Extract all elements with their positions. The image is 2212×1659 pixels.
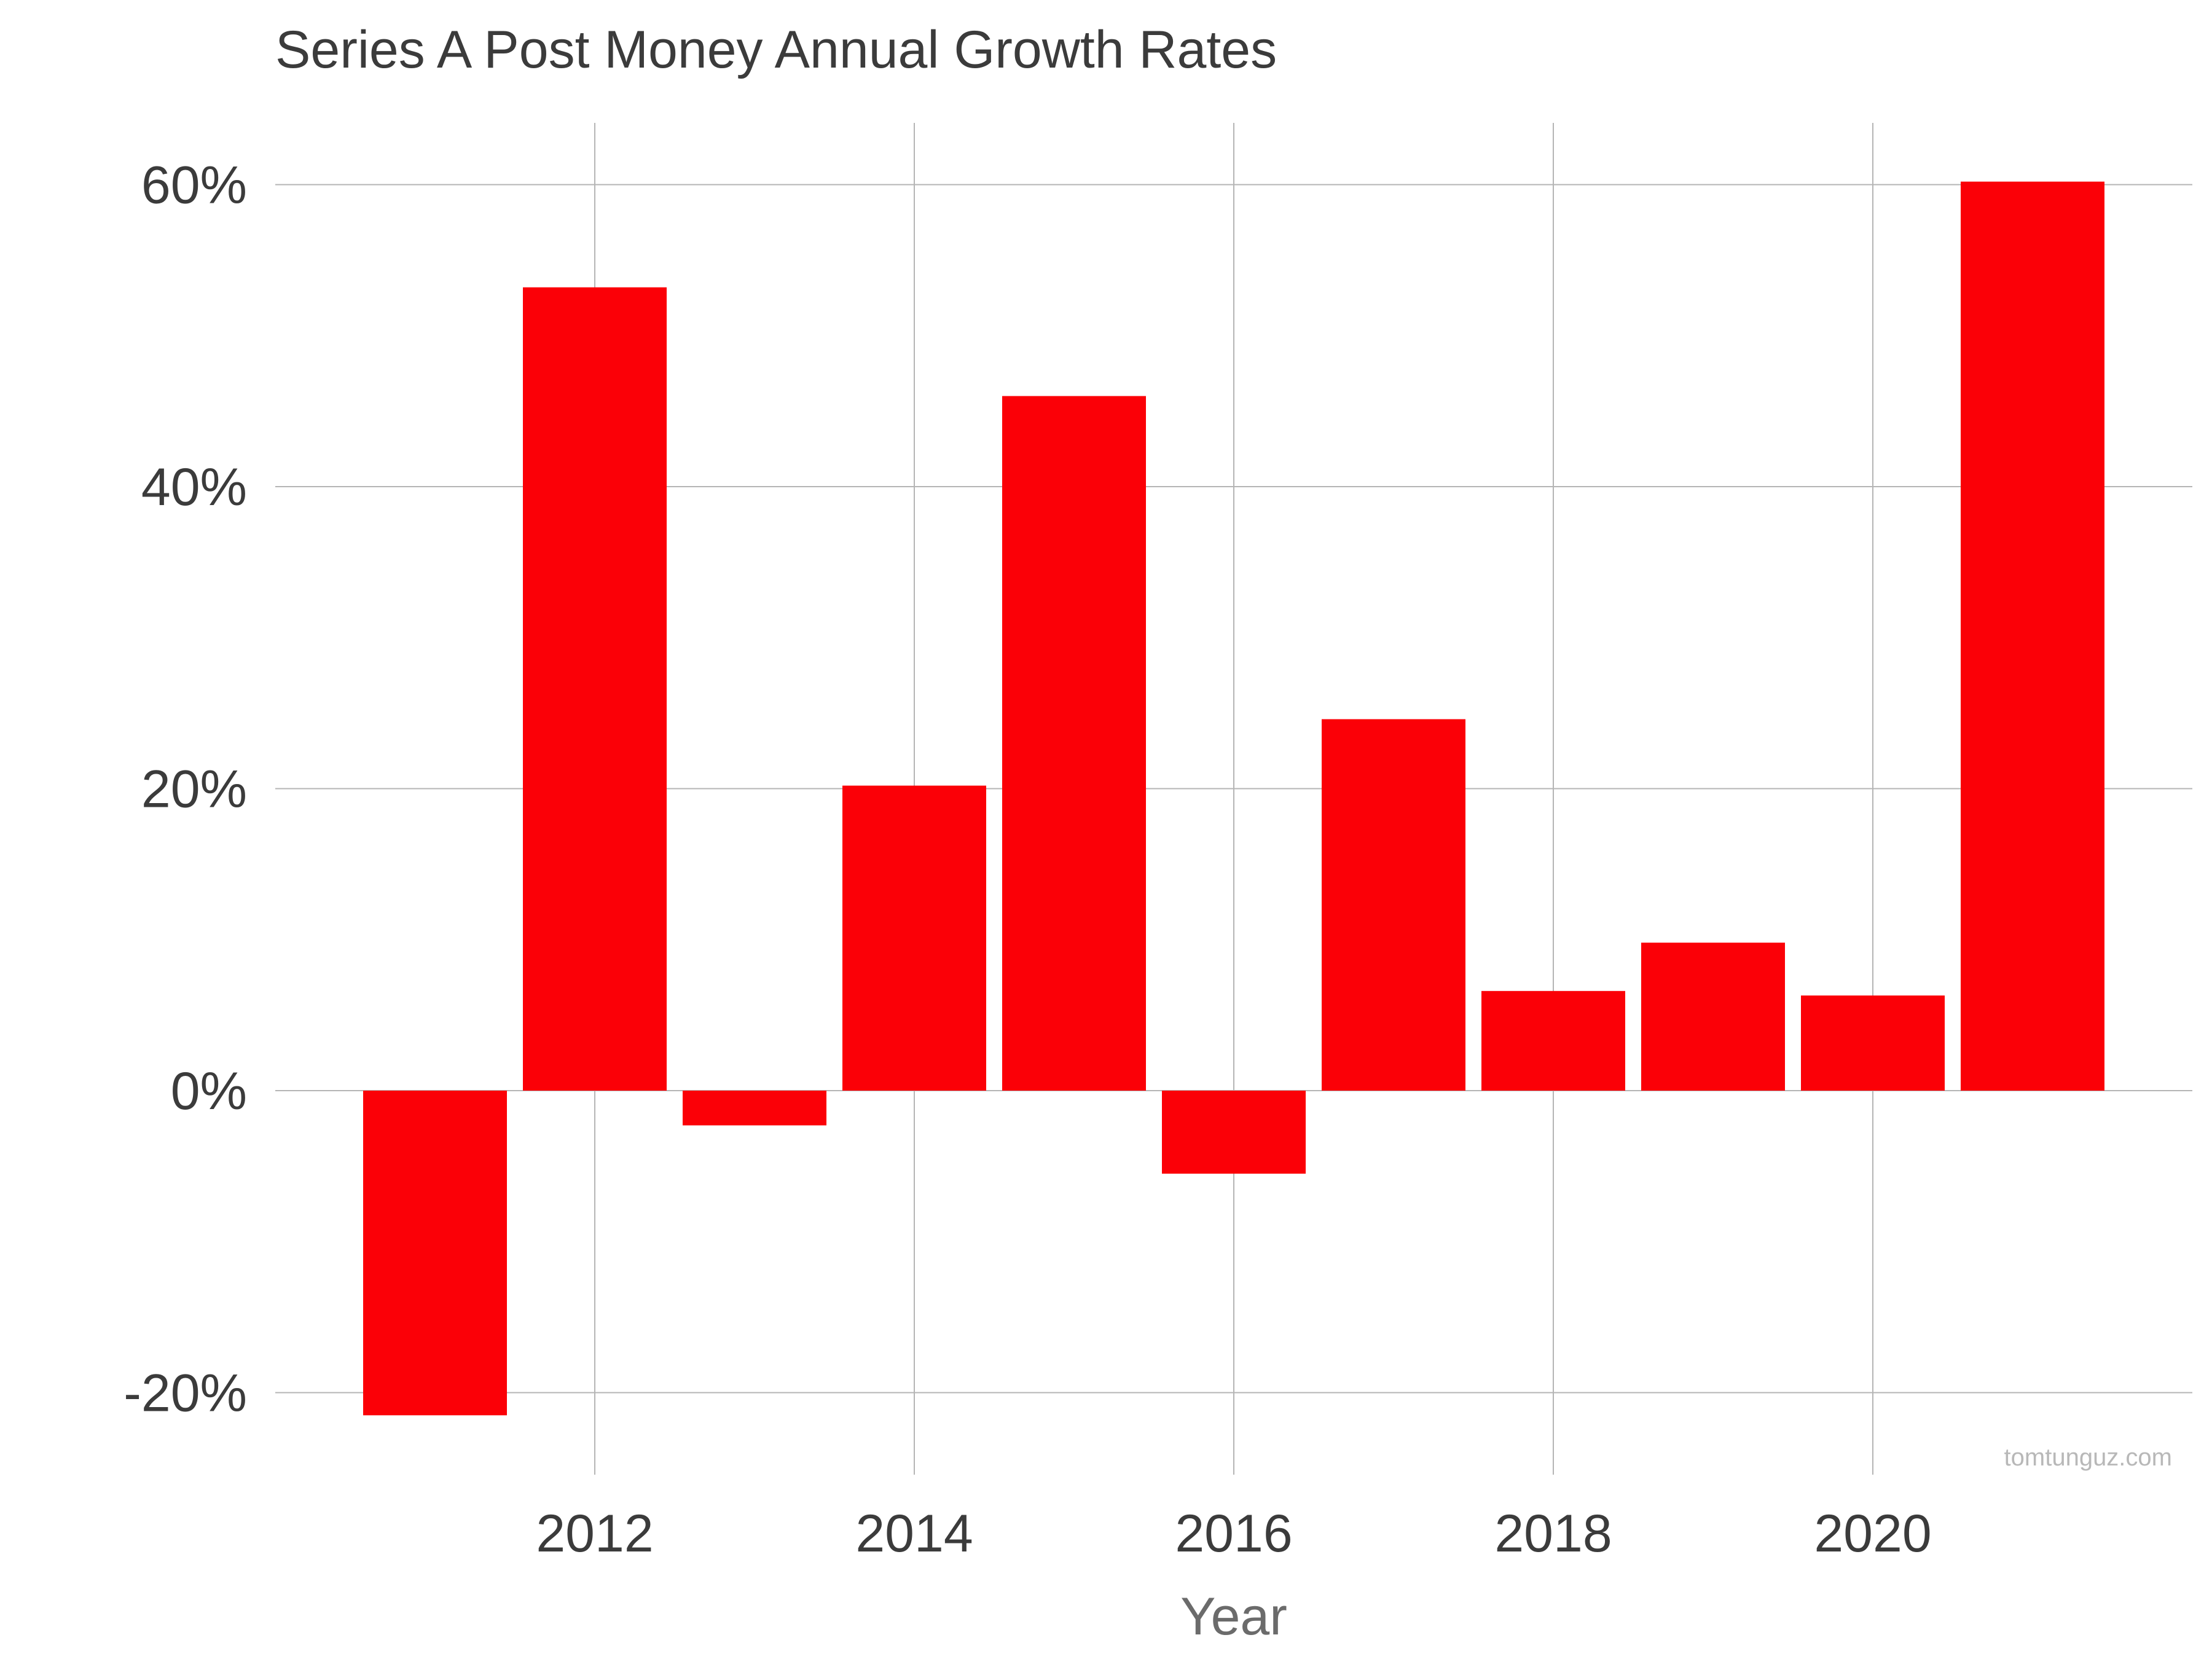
- bar-2013: [683, 1091, 826, 1126]
- bar-2020: [1801, 995, 1945, 1091]
- bar-2017: [1322, 719, 1465, 1091]
- bars: [363, 181, 2104, 1416]
- bar-2016: [1162, 1091, 1306, 1174]
- y-axis-ticks: -20% 0% 20% 40% 60%: [124, 156, 247, 1423]
- x-tick-label: 2016: [1175, 1504, 1292, 1563]
- bar-2019: [1641, 943, 1785, 1091]
- bar-2018: [1481, 990, 1625, 1091]
- watermark: tomtunguz.com: [2004, 1444, 2172, 1471]
- x-tick-label: 2018: [1494, 1504, 1612, 1563]
- y-tick-label: 0%: [171, 1062, 247, 1121]
- chart-title: Series A Post Money Annual Growth Rates: [275, 20, 1277, 79]
- x-tick-label: 2012: [536, 1504, 653, 1563]
- x-axis-label: Year: [1180, 1587, 1287, 1646]
- bar-2011: [363, 1091, 507, 1416]
- y-tick-label: 60%: [141, 156, 247, 215]
- bar-2021: [1961, 181, 2104, 1091]
- x-tick-label: 2020: [1814, 1504, 1931, 1563]
- bar-2015: [1002, 396, 1146, 1091]
- y-tick-label: 20%: [141, 760, 247, 819]
- bar-2014: [842, 785, 986, 1091]
- y-tick-label: 40%: [141, 458, 247, 517]
- y-tick-label: -20%: [124, 1364, 247, 1423]
- x-axis-ticks: 2012 2014 2016 2018 2020: [536, 1504, 1931, 1563]
- bar-2012: [523, 287, 667, 1091]
- x-tick-label: 2014: [855, 1504, 973, 1563]
